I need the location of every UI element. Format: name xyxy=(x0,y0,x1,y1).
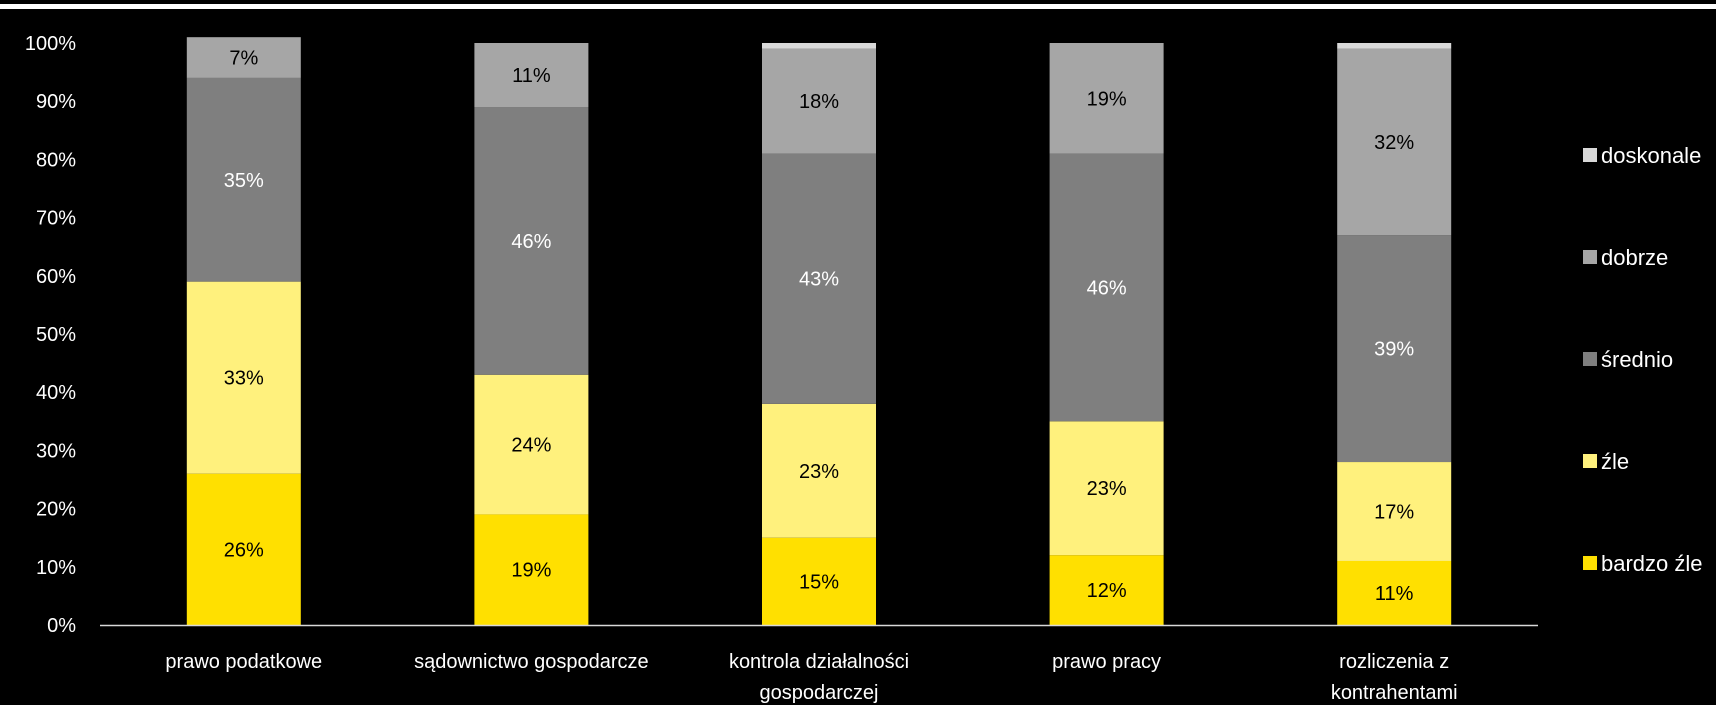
data-label: 24% xyxy=(511,435,551,457)
legend-label: średnio xyxy=(1601,347,1673,372)
data-label: 32% xyxy=(1374,132,1414,154)
data-label: 43% xyxy=(799,269,839,291)
data-label: 11% xyxy=(512,65,551,87)
bar-segment xyxy=(762,48,876,154)
bar-segment xyxy=(474,514,589,625)
bar-segment xyxy=(762,403,876,538)
bar-segment xyxy=(1337,462,1452,561)
data-label: 19% xyxy=(511,560,551,582)
legend-swatch xyxy=(1583,454,1597,468)
bar-segment xyxy=(1337,560,1452,625)
bar-segment xyxy=(1049,555,1164,625)
y-tick-label: 80% xyxy=(36,149,76,171)
bar-segment xyxy=(474,107,589,375)
segment-labels-layer: 26% 33% 35% 7% 19% 24% 46% 11% 15% 23% 43% 18% 12% 23… xyxy=(224,48,1415,605)
y-tick-label: 40% xyxy=(36,382,76,404)
y-tick-label: 70% xyxy=(36,208,76,230)
y-tick-label: 10% xyxy=(36,557,76,579)
bar-segment xyxy=(762,537,876,625)
data-label: 11% xyxy=(1375,583,1414,605)
bar-segment xyxy=(474,374,589,515)
bar-segment xyxy=(186,37,301,78)
x-tick-label: sądownictwo gospodarcze xyxy=(414,651,649,673)
axis-layer: 0% 10% 20% 30% 40% 50% 60% 70% 80% 90% 100% prawo p… xyxy=(25,33,1538,704)
data-label: 46% xyxy=(511,231,551,253)
legend-label: doskonale xyxy=(1601,143,1701,168)
y-tick-label: 0% xyxy=(47,615,76,637)
bar-segment xyxy=(186,281,301,474)
data-label: 12% xyxy=(1087,580,1127,602)
x-tick-label: kontrola działalności gospodarczej xyxy=(729,651,909,704)
legend-item: średnio xyxy=(1583,347,1673,372)
legend-label: dobrze xyxy=(1601,245,1668,270)
top-divider xyxy=(0,4,1716,9)
legend-swatch xyxy=(1583,352,1597,366)
legend-item: bardzo źle xyxy=(1583,551,1703,576)
legend-item: doskonale xyxy=(1583,143,1701,168)
bar-segment xyxy=(762,43,876,49)
bar-segment xyxy=(474,43,589,108)
data-label: 23% xyxy=(1087,478,1127,500)
bar-segment xyxy=(1337,235,1452,463)
legend-swatch xyxy=(1583,556,1597,570)
x-tick-label: rozliczenia z kontrahentami xyxy=(1331,651,1458,704)
data-label: 19% xyxy=(1087,88,1127,110)
data-label: 46% xyxy=(1087,277,1127,299)
bars-layer xyxy=(186,37,1452,625)
data-label: 35% xyxy=(224,170,264,192)
bar-segment xyxy=(1049,153,1164,422)
bar-segment xyxy=(1049,421,1164,556)
y-tick-label: 90% xyxy=(36,91,76,113)
bar-segment xyxy=(186,77,301,282)
bar-segment xyxy=(1337,48,1452,236)
bar-segment xyxy=(1049,43,1164,154)
legend: doskonale dobrze średnio źle bardzo źle xyxy=(1583,143,1703,576)
data-label: 15% xyxy=(799,571,839,593)
legend-label: bardzo źle xyxy=(1601,551,1703,576)
data-label: 23% xyxy=(799,461,839,483)
data-label: 26% xyxy=(224,539,264,561)
data-label: 18% xyxy=(799,91,839,113)
bar-segment xyxy=(186,473,301,625)
bar-segment xyxy=(1337,43,1452,49)
y-tick-label: 20% xyxy=(36,499,76,521)
legend-item: źle xyxy=(1583,449,1629,474)
legend-swatch xyxy=(1583,148,1597,162)
data-label: 33% xyxy=(224,368,264,390)
x-tick-label: prawo podatkowe xyxy=(165,651,322,673)
x-tick-label: prawo pracy xyxy=(1052,651,1161,673)
bar-segment xyxy=(762,153,876,404)
data-label: 7% xyxy=(229,48,258,70)
data-label: 39% xyxy=(1374,339,1414,361)
y-tick-label: 30% xyxy=(36,440,76,462)
legend-item: dobrze xyxy=(1583,245,1668,270)
y-tick-label: 60% xyxy=(36,266,76,288)
legend-label: źle xyxy=(1601,449,1629,474)
data-label: 17% xyxy=(1374,502,1414,524)
legend-swatch xyxy=(1583,250,1597,264)
y-tick-label: 50% xyxy=(36,324,76,346)
y-tick-label: 100% xyxy=(25,33,76,55)
